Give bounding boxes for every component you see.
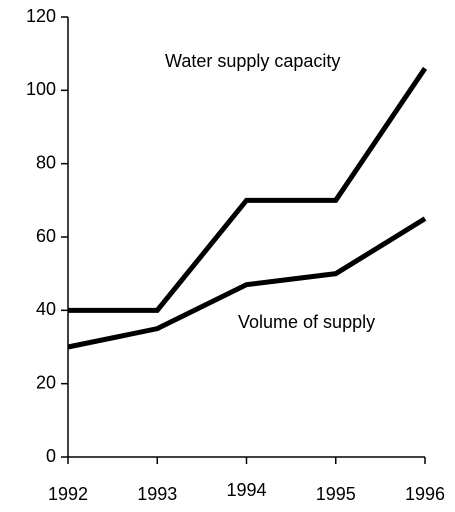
x-tick-label: 1994	[226, 480, 266, 500]
y-tick-label: 60	[36, 226, 56, 246]
y-tick-label: 20	[36, 372, 56, 392]
y-tick-label: 120	[26, 6, 56, 26]
x-tick-label: 1993	[137, 484, 177, 504]
series-line	[68, 66, 428, 313]
x-tick-label: 1996	[405, 484, 445, 504]
x-tick-label: 1995	[316, 484, 356, 504]
y-tick-label: 80	[36, 152, 56, 172]
y-tick-label: 100	[26, 79, 56, 99]
series-label: Volume of supply	[238, 312, 375, 332]
series-line	[67, 216, 427, 350]
y-tick-label: 0	[46, 446, 56, 466]
y-tick-label: 40	[36, 299, 56, 319]
x-tick-label: 1992	[48, 484, 88, 504]
series-label: Water supply capacity	[165, 51, 340, 71]
